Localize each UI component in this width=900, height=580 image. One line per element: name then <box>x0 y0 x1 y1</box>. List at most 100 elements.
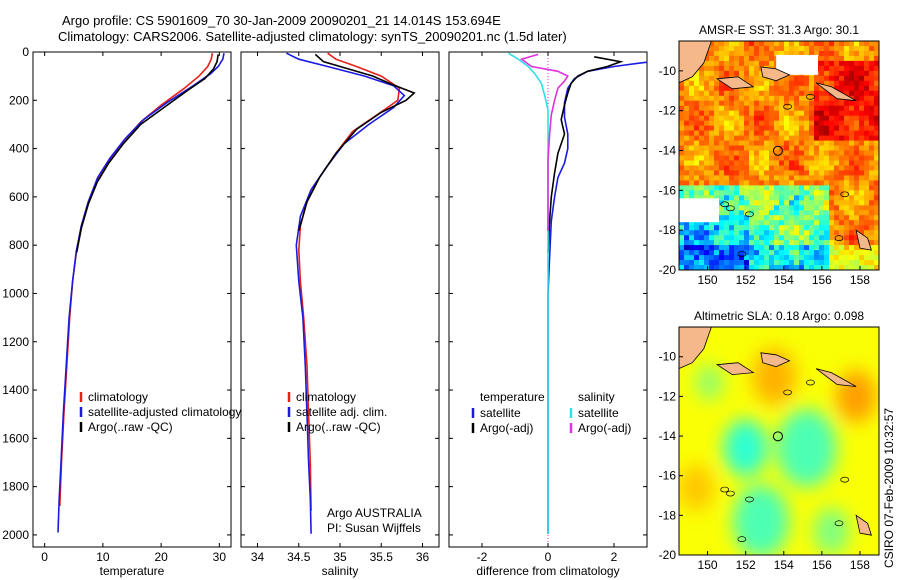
profile-panel-1: 0 10 20 30 0 200 400 600 800 1000 1200 1400 1600 1800… <box>2 45 241 578</box>
reef-outline <box>783 389 792 396</box>
legend-entry: Argo(-adj) <box>578 421 631 435</box>
land <box>855 514 872 536</box>
land <box>679 41 712 84</box>
y-tick-label: -16 <box>659 183 677 197</box>
land <box>815 368 857 387</box>
x-axis-label: difference from climatology <box>476 564 619 578</box>
x-tick-label: 35.5 <box>370 550 394 564</box>
map-field <box>679 41 879 270</box>
y-tick-label: 1800 <box>2 480 29 494</box>
y-tick-label: -10 <box>659 64 677 78</box>
land <box>715 362 755 376</box>
argo-position-marker <box>772 145 783 156</box>
y-tick-label: -12 <box>659 389 677 403</box>
land <box>760 66 791 82</box>
x-tick-label: 156 <box>812 558 832 572</box>
reef-outline <box>720 201 730 208</box>
no-data-region <box>679 198 719 223</box>
y-tick-label: 1200 <box>2 335 29 349</box>
legend-entry: Argo(-adj) <box>480 421 533 435</box>
y-tick-label: -20 <box>659 263 677 277</box>
y-tick-label: 200 <box>9 93 29 107</box>
x-tick-label: 34.5 <box>287 550 311 564</box>
y-tick-label: 800 <box>9 238 29 252</box>
reef-outline <box>726 205 735 212</box>
map-panel-2: Altimetric SLA: 0.18 Argo: 0.098 150 152 15… <box>659 309 880 572</box>
x-tick-label: 0 <box>545 550 552 564</box>
legend-entry: climatology <box>296 390 356 404</box>
reef-outline <box>834 235 844 241</box>
plot-frame <box>32 51 232 548</box>
y-tick-label: -16 <box>659 469 677 483</box>
argo-position-marker <box>772 431 783 442</box>
x-tick-label: 152 <box>736 558 756 572</box>
reef-outline <box>806 379 815 386</box>
reef-outline <box>737 536 747 542</box>
land <box>679 327 712 370</box>
x-tick-label: 154 <box>774 558 794 572</box>
credit-stamp: CSIRO 07-Feb-2009 10:32:57 <box>882 408 896 568</box>
series-line-3 <box>507 52 549 534</box>
legend-entry: satellite adj. clim. <box>296 405 387 419</box>
annotation: PI: Susan Wijffels <box>327 521 421 535</box>
profile-panel-2: 34 34.5 35 35.5 36 salinity climatologysatelli… <box>240 51 440 578</box>
map-title: AMSR-E SST: 31.3 Argo: 30.1 <box>699 23 859 37</box>
plot-frame <box>240 51 440 548</box>
y-tick-label: -18 <box>659 508 677 522</box>
reef-outline <box>840 191 850 198</box>
map-panel-1: AMSR-E SST: 31.3 Argo: 30.1 150 152 154 156 1… <box>659 23 880 287</box>
map-frame <box>678 40 880 271</box>
y-tick-label: -10 <box>659 350 677 364</box>
legend-entry: Argo(..raw -QC) <box>88 420 173 434</box>
figure-title-line1: Argo profile: CS 5901609_70 30-Jan-2009 … <box>62 13 501 28</box>
y-tick-label: 0 <box>22 45 29 59</box>
reef-outline <box>720 486 730 493</box>
legend-group-title: salinity <box>578 390 615 404</box>
y-tick-label: -12 <box>659 104 677 118</box>
y-tick-label: 600 <box>9 190 29 204</box>
x-axis-label: temperature <box>100 564 165 578</box>
y-tick-label: -20 <box>659 548 677 562</box>
legend-entry: satellite <box>578 406 619 420</box>
reef-outline <box>726 490 735 497</box>
x-tick-label: 158 <box>850 558 870 572</box>
x-tick-label: -2 <box>477 550 488 564</box>
land <box>715 76 755 90</box>
series-line-4 <box>519 53 569 231</box>
y-tick-label: -14 <box>659 429 677 443</box>
legend-entry: climatology <box>88 390 148 404</box>
x-tick-label: 0 <box>41 550 48 564</box>
x-axis-label: salinity <box>322 564 359 578</box>
annotation: Argo AUSTRALIA <box>327 506 422 520</box>
legend-entry: satellite <box>480 406 521 420</box>
x-tick-label: 30 <box>213 550 227 564</box>
reef-outline <box>840 476 850 483</box>
x-tick-label: 154 <box>774 273 794 287</box>
map-field <box>679 327 879 555</box>
map-title: Altimetric SLA: 0.18 Argo: 0.098 <box>694 309 864 323</box>
land <box>815 82 857 102</box>
legend: temperaturesatelliteArgo(-adj)salinitysa… <box>471 390 631 435</box>
x-tick-label: 36 <box>416 550 430 564</box>
legend-group-title: temperature <box>480 390 545 404</box>
series-line-2 <box>547 56 624 253</box>
figure-title-line2: Climatology: CARS2006. Satellite-adjuste… <box>58 29 567 44</box>
reef-outline <box>783 103 792 110</box>
reef-outline <box>737 251 747 257</box>
x-tick-label: 156 <box>812 273 832 287</box>
reef-outline <box>806 93 815 100</box>
y-tick-label: 1000 <box>2 286 29 300</box>
x-tick-label: 34 <box>251 550 265 564</box>
no-data-region <box>776 54 819 75</box>
series-line-3 <box>75 54 219 253</box>
x-tick-label: 150 <box>698 273 718 287</box>
y-tick-label: -18 <box>659 223 677 237</box>
reef-outline <box>745 496 754 503</box>
y-tick-label: 400 <box>9 142 29 156</box>
map-frame <box>678 326 880 556</box>
land <box>855 229 872 251</box>
x-tick-label: 20 <box>154 550 168 564</box>
